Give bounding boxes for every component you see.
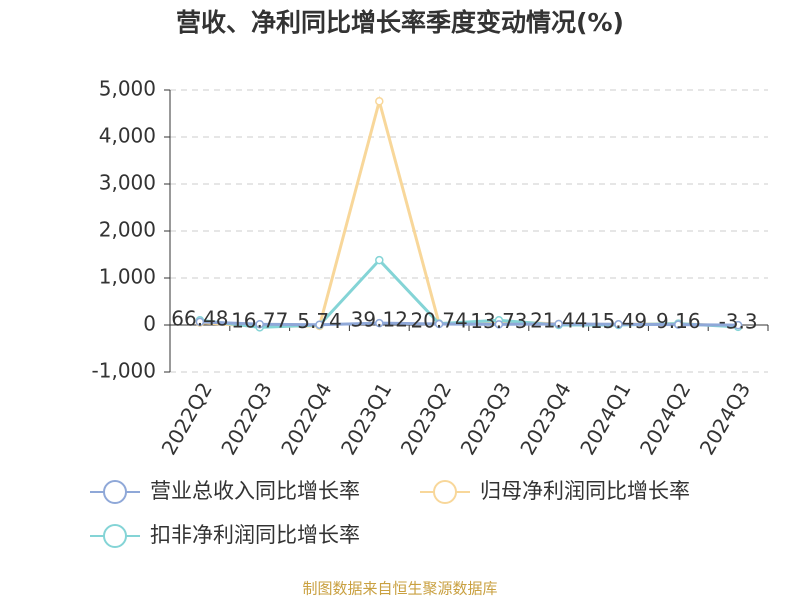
y-tick-label: 1,000: [99, 265, 156, 289]
data-label: 15.49: [590, 309, 647, 333]
x-tick-label: 2022Q3: [216, 378, 276, 459]
point: [195, 317, 205, 327]
y-tick-label: 4,000: [99, 124, 156, 148]
x-tick-label: 2024Q2: [635, 378, 695, 459]
data-label: 5.74: [297, 309, 342, 333]
x-tick-label: 2023Q3: [456, 378, 516, 459]
y-tick-label: 0: [143, 312, 156, 336]
y-tick-label: 2,000: [99, 218, 156, 242]
point: [494, 320, 504, 329]
x-tick-label: 2022Q2: [157, 378, 217, 459]
chart-title: 营收、净利同比增长率季度变动情况(%): [176, 8, 624, 37]
x-tick-label: 2024Q1: [575, 378, 635, 459]
data-label: 9.16: [656, 309, 701, 333]
point: [375, 318, 384, 328]
x-tick-label: 2023Q2: [396, 378, 456, 459]
point: [375, 97, 384, 106]
point: [674, 320, 683, 329]
x-tick-label: 2023Q1: [336, 378, 396, 459]
data-label: 13.73: [470, 309, 527, 333]
point: [614, 320, 623, 329]
series-line: [199, 320, 739, 327]
y-tick-label: 5,000: [99, 77, 156, 101]
point: [554, 319, 563, 329]
y-tick-label: -1,000: [92, 359, 156, 383]
x-tick-label: 2022Q4: [276, 378, 336, 459]
series-line: [199, 95, 739, 328]
data-label: 39.12: [351, 308, 408, 332]
source-note: 制图数据来自恒生聚源数据库: [302, 580, 497, 598]
point: [733, 320, 743, 330]
data-label: 20.74: [410, 309, 467, 333]
data-label: -3.3: [719, 310, 758, 334]
point: [434, 319, 444, 329]
y-tick-label: 3,000: [99, 171, 156, 195]
data-label: 16.77: [231, 309, 288, 333]
legend-marker: [433, 480, 457, 504]
data-label: 66.48: [171, 306, 228, 330]
data-label: 21.44: [530, 308, 587, 332]
point: [255, 319, 264, 329]
legend-label: 扣非净利润同比增长率: [150, 523, 360, 547]
legend-label: 归母净利润同比增长率: [480, 479, 690, 503]
legend-marker: [103, 524, 127, 548]
x-tick-label: 2024Q3: [695, 378, 755, 459]
x-tick-label: 2023Q4: [515, 378, 575, 459]
point: [315, 320, 324, 329]
legend-label: 营业总收入同比增长率: [150, 479, 360, 503]
legend-marker: [103, 480, 127, 504]
point: [375, 255, 384, 265]
